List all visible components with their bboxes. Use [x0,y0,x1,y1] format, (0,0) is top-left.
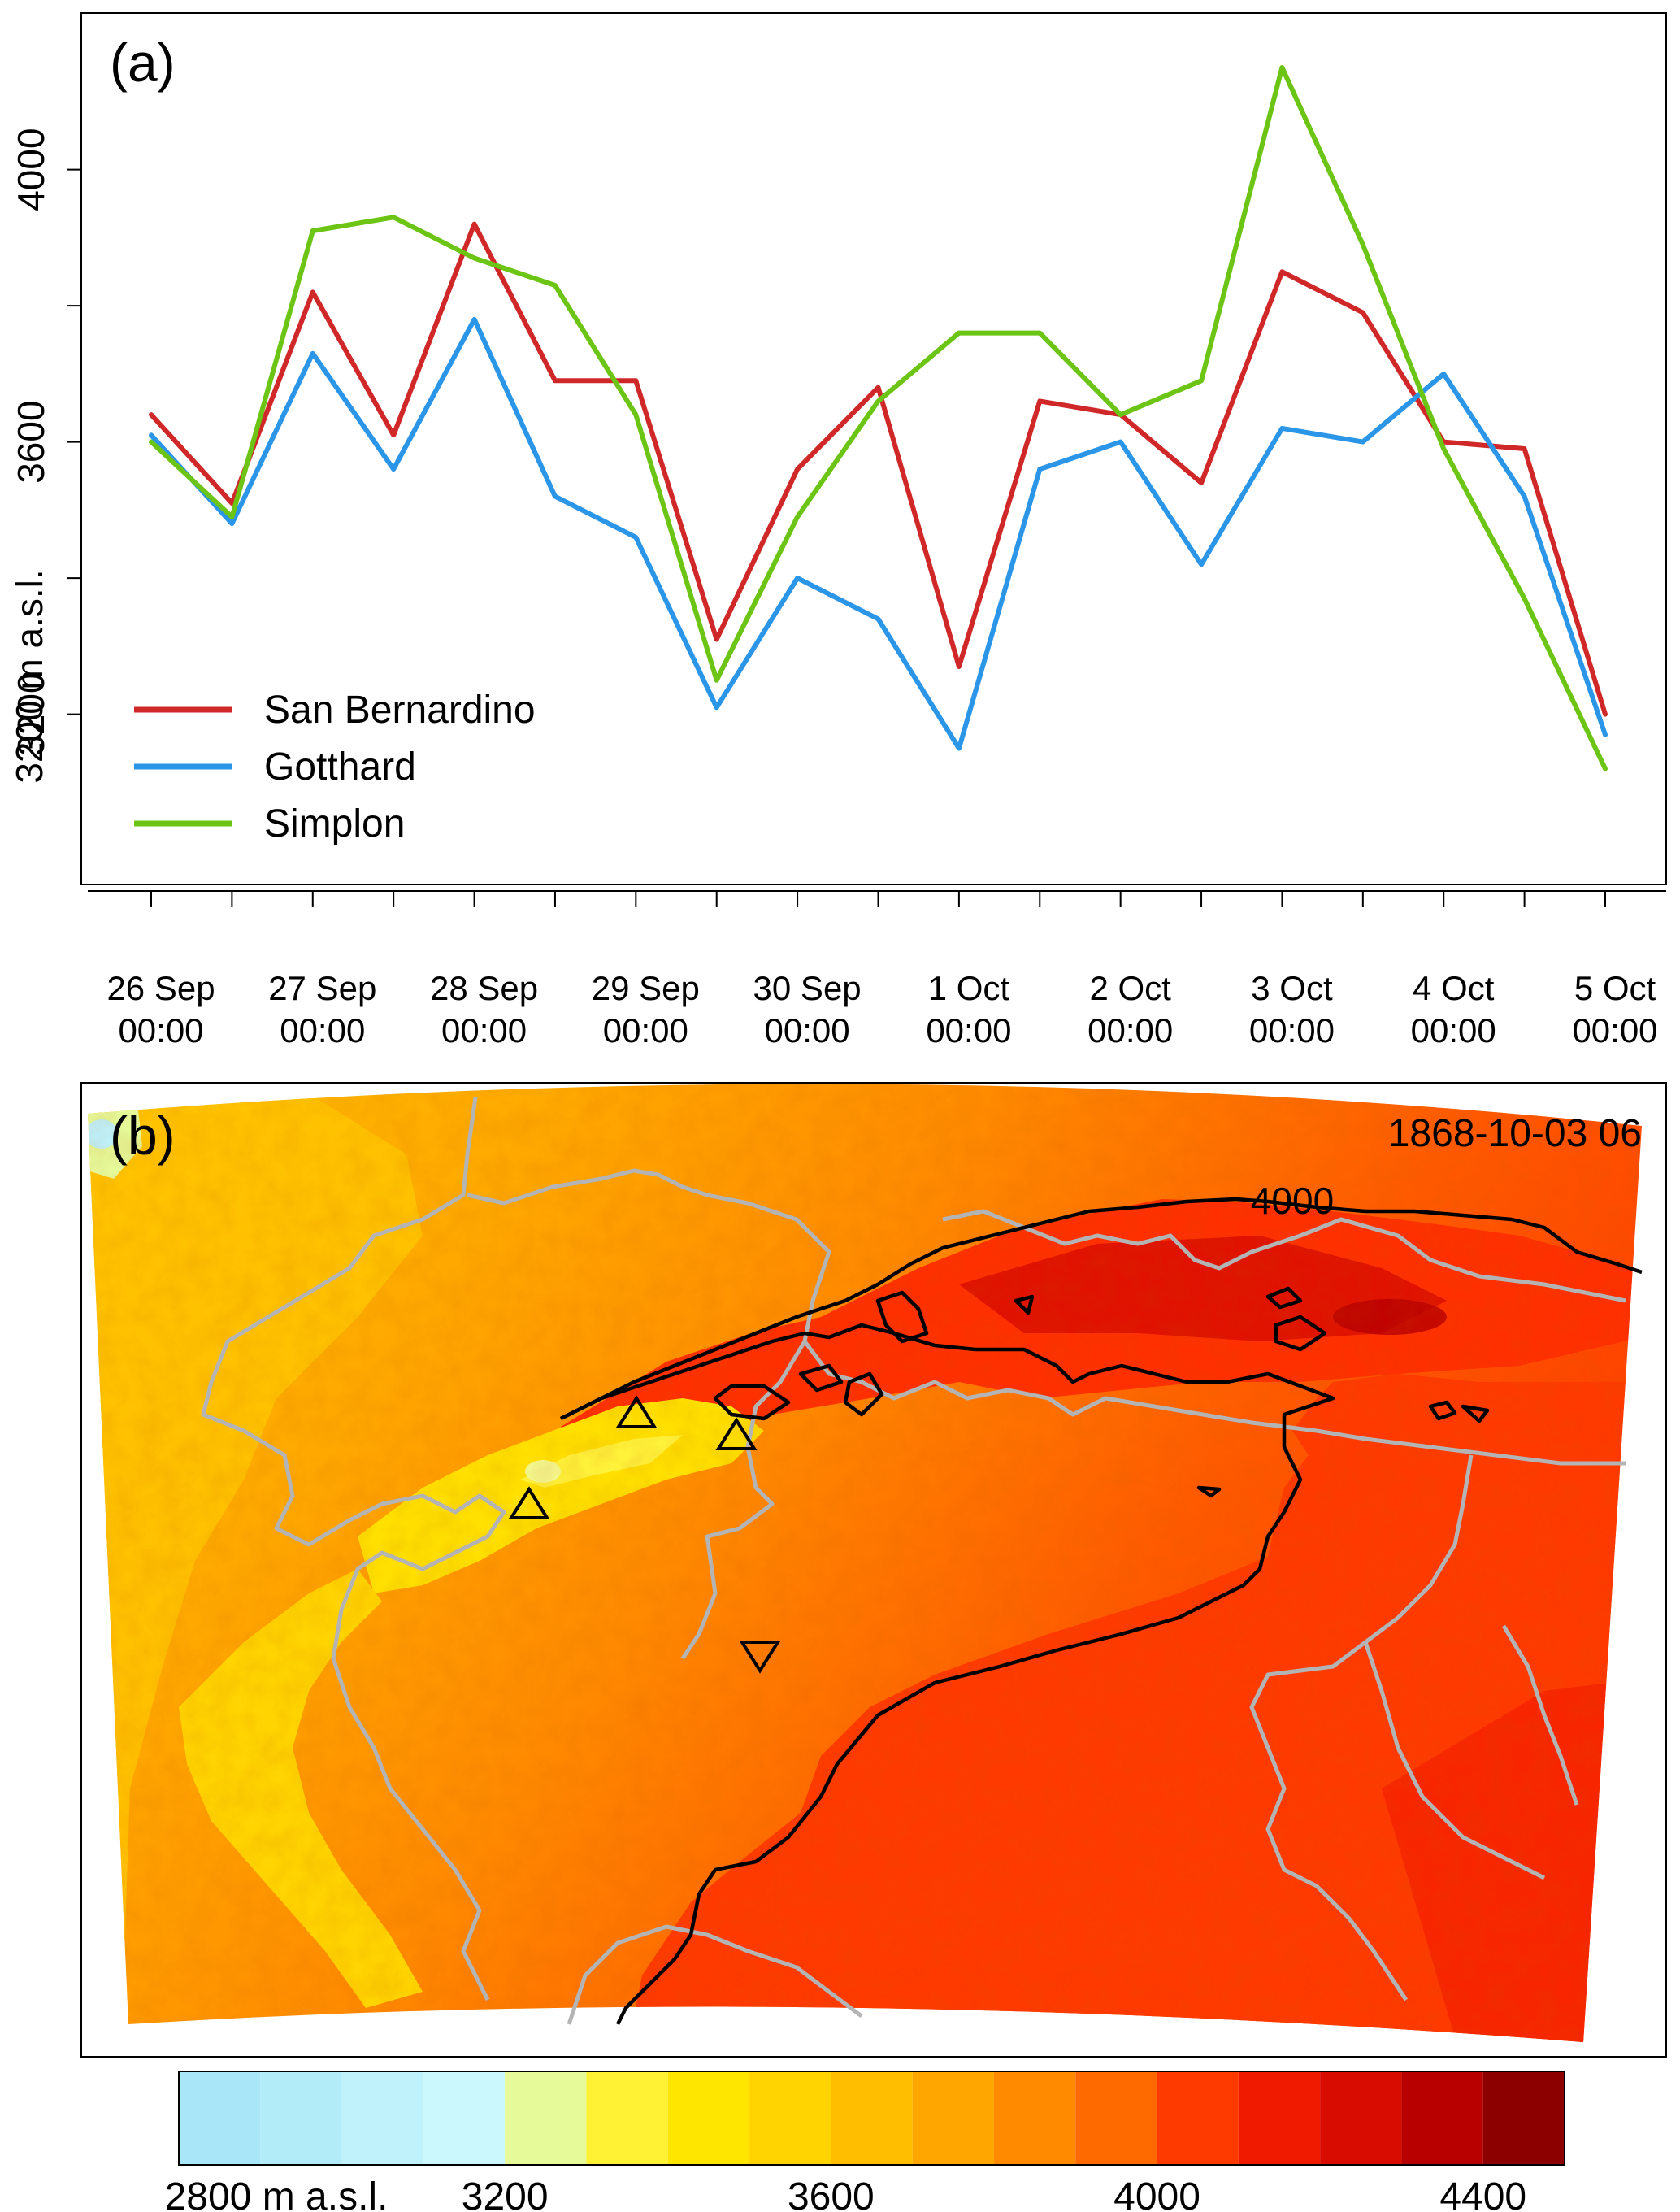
y-tick-label: 3200 [10,672,52,755]
x-tick-label-date: 3 Oct [1251,969,1333,1007]
border-italy-austria [803,1340,1626,1466]
panel-b-frame [80,1082,1667,2058]
station-marker-up-triangle-3 [508,1486,550,1519]
x-tick-label-date: 1 Oct [928,969,1010,1007]
legend-label-gotthard: Gotthard [264,745,416,789]
timestamp-label: 1868-10-03 06 [1388,1112,1642,1155]
panel-b-label: (b) [110,1106,176,1166]
x-tick-label-time: 00:00 [118,1011,203,1050]
colorbar-cell [423,2071,506,2165]
colorbar-cells [179,2071,1565,2165]
colorbar-tick-label: 4000 [1113,2175,1200,2212]
contour-blob-8 [1428,1400,1457,1421]
contour-blob-7 [1014,1294,1035,1315]
contour-blob-4 [875,1290,929,1344]
series-line-gotthard [149,316,1608,751]
colorbar-tick-label: 4400 [1439,2175,1526,2212]
colorbar-cell [1238,2071,1321,2165]
x-tick-label-date: 2 Oct [1089,969,1171,1007]
colorbar-cell [831,2071,913,2165]
x-tick-label-date: 27 Sep [268,969,376,1007]
height-field [88,1084,1642,2042]
contour-inner-loop [559,1323,1335,2026]
colorbar-cell [341,2071,423,2165]
colorbar-cell [260,2071,342,2165]
legend: San Bernardino Gotthard Simplon [134,689,536,845]
contour-label-4000: 4000 [1251,1180,1334,1222]
x-tick-label-date: 4 Oct [1413,969,1495,1007]
station-marker-up-triangle-1 [615,1395,658,1428]
border-istria [1363,1641,1546,1880]
series-line-simplon [149,65,1608,771]
legend-label-simplon: Simplon [264,802,405,845]
contour-blob-9 [1461,1404,1490,1423]
station-markers [508,1395,781,1674]
contour-blob-6 [1265,1286,1303,1310]
colorbar-cell [1157,2071,1239,2165]
legend-label-san-bernardino: San Bernardino [264,689,536,732]
station-marker-down-triangle [739,1641,781,1674]
x-tick-label-date: 26 Sep [106,969,215,1007]
colorbar-cell [586,2071,668,2165]
panel-a: (a) 3200 3600 4000 3200 m a.s.l. 26 Sep 00:… [8,12,1667,1050]
x-tick-label-time: 00:00 [1087,1011,1173,1050]
colorbar-cell [1401,2071,1483,2165]
colorbar-cell [1482,2071,1565,2165]
x-axis: 26 Sep 00:00 27 Sep 00:00 28 Sep 00:00 29 Sep 0… [88,890,1666,1050]
contour-blob-3 [843,1371,884,1417]
coast-po-delta [567,1924,863,2025]
border-france-swiss [201,1097,506,2001]
y-axis-label: 3200 m a.s.l. [8,569,50,783]
station-marker-up-triangle-2 [715,1417,758,1450]
x-tick-label-time: 00:00 [926,1011,1011,1050]
x-tick-label-time: 00:00 [280,1011,365,1050]
country-borders [201,1097,1626,2025]
x-tick-label-time: 00:00 [1572,1011,1657,1050]
contour-4000 [559,1197,1643,2026]
border-slovenia [1249,1454,1474,2001]
panel-a-label: (a) [110,33,176,93]
x-tick-label-date: 5 Oct [1574,969,1656,1007]
border-austria [942,1209,1626,1303]
contour-north [559,1197,1643,1421]
colorbar-cell [667,2071,750,2165]
x-tick-label-date: 30 Sep [753,969,862,1007]
colorbar-cell [993,2071,1076,2165]
colorbar-cell [1075,2071,1157,2165]
x-tick-label-date: 29 Sep [592,969,700,1007]
x-tick-label-date: 28 Sep [430,969,538,1007]
y-axis: 3200 3600 4000 [10,128,82,756]
colorbar: 2800 m a.s.l. 3200 3600 4000 4400 [165,2071,1565,2212]
x-tick-label-time: 00:00 [765,1011,850,1050]
colorbar-tick-label: 3200 [462,2175,549,2212]
contour-blob-1 [713,1384,791,1421]
texture-overlay [88,1084,1642,2042]
x-tick-label-time: 00:00 [441,1011,527,1050]
x-tick-label-time: 00:00 [1249,1011,1335,1050]
colorbar-cell [179,2071,261,2165]
colorbar-tick-label: 3600 [788,2175,875,2212]
contour-blob-10 [1196,1485,1222,1498]
colorbar-frame [178,2071,1565,2166]
contour-blob-2 [798,1363,844,1393]
colorbar-cell [912,2071,994,2165]
coast-adriatic [1501,1624,1579,1806]
colorbar-cell [749,2071,831,2165]
panel-b: (b) 1868-10-03 06 4000 [80,1082,1667,2058]
colorbar-tick-label: 2800 m a.s.l. [165,2175,389,2212]
y-tick-label: 4000 [10,128,52,211]
x-tick-label-time: 00:00 [1411,1011,1496,1050]
y-tick-label: 3600 [10,400,52,483]
series-layer [149,65,1608,771]
contour-blob-5 [1274,1315,1327,1352]
series-line-san-bernardino [149,221,1608,717]
colorbar-labels: 2800 m a.s.l. 3200 3600 4000 4400 [165,2175,1527,2212]
colorbar-cell [505,2071,587,2165]
border-swiss-north [467,1168,831,1660]
x-tick-label-time: 00:00 [603,1011,688,1050]
colorbar-cell [1320,2071,1402,2165]
